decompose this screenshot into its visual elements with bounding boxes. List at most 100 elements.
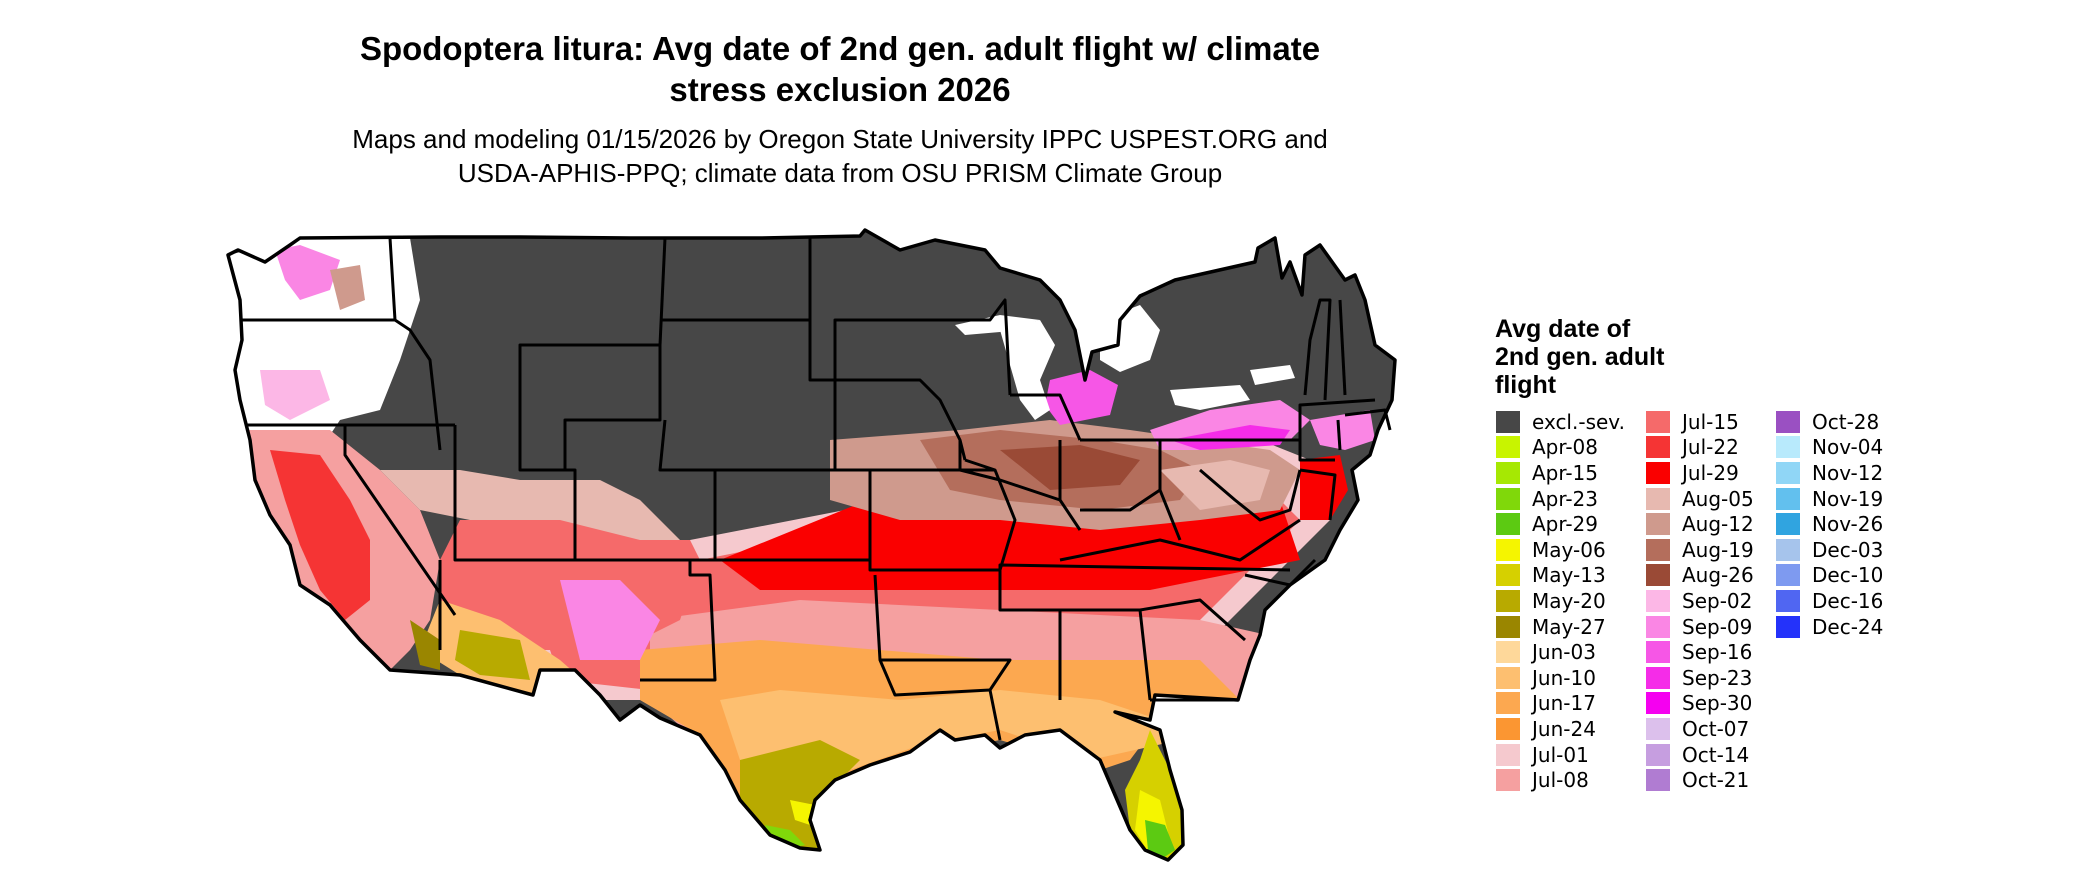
legend-title: Avg date of 2nd gen. adult flight	[1495, 315, 1665, 399]
legend-label: Nov-19	[1812, 486, 1884, 511]
legend-label: Jun-24	[1532, 716, 1596, 741]
legend-item: Nov-04	[1776, 435, 1883, 461]
legend-label: Dec-24	[1812, 614, 1884, 639]
map-title: Spodoptera litura: Avg date of 2nd gen. …	[359, 30, 1321, 108]
legend-item: Jul-01	[1496, 742, 1625, 768]
legend-swatch	[1776, 538, 1800, 561]
legend-label: Sep-02	[1682, 588, 1753, 613]
legend-swatch	[1496, 666, 1520, 689]
legend-item: Aug-19	[1646, 537, 1754, 563]
legend-label: Jun-17	[1532, 691, 1596, 716]
legend-swatch	[1496, 769, 1520, 792]
legend-swatch	[1776, 615, 1800, 638]
legend-item: Jul-29	[1646, 460, 1754, 486]
legend-swatch	[1646, 410, 1670, 433]
map-fill	[228, 230, 1395, 860]
legend-label: Apr-08	[1532, 435, 1598, 460]
legend-item: Sep-16	[1646, 639, 1754, 665]
legend-swatch	[1646, 692, 1670, 715]
legend-swatch	[1496, 743, 1520, 766]
legend-label: Nov-04	[1812, 435, 1884, 460]
us-outline	[226, 228, 1397, 862]
legend-item: Oct-28	[1776, 409, 1883, 435]
legend-label: Apr-23	[1532, 486, 1598, 511]
legend-swatch	[1496, 487, 1520, 510]
legend-item: Dec-24	[1776, 614, 1883, 640]
legend-column-2: Jul-15 Jul-22 Jul-29 Aug-05 Aug-12 Aug-19 Aug-…	[1646, 409, 1754, 793]
legend-item: Sep-23	[1646, 665, 1754, 691]
legend-item: Apr-08	[1496, 435, 1625, 461]
legend-label: Oct-07	[1682, 716, 1750, 741]
legend-item: Oct-14	[1646, 742, 1754, 768]
legend-swatch	[1496, 410, 1520, 433]
legend-item: Dec-03	[1776, 537, 1883, 563]
legend-swatch	[1496, 717, 1520, 740]
legend-swatch	[1496, 641, 1520, 664]
legend-swatch	[1776, 513, 1800, 536]
legend-swatch	[1496, 538, 1520, 561]
legend-swatch	[1646, 615, 1670, 638]
legend-swatch	[1646, 641, 1670, 664]
legend-item: Jul-22	[1646, 435, 1754, 461]
legend-item: Sep-02	[1646, 588, 1754, 614]
legend-swatch	[1646, 538, 1670, 561]
legend-label: Jul-08	[1532, 768, 1589, 793]
legend-item: Apr-29	[1496, 511, 1625, 537]
legend-item: Aug-05	[1646, 486, 1754, 512]
legend-item: Nov-26	[1776, 511, 1883, 537]
legend-label: Sep-16	[1682, 640, 1753, 665]
legend-swatch	[1646, 461, 1670, 484]
legend-label: Oct-21	[1682, 768, 1750, 793]
legend-item: Apr-23	[1496, 486, 1625, 512]
legend-item: Apr-15	[1496, 460, 1625, 486]
legend-item: May-06	[1496, 537, 1625, 563]
legend-item: Sep-09	[1646, 614, 1754, 640]
legend-item: Jun-17	[1496, 691, 1625, 717]
legend-swatch	[1496, 589, 1520, 612]
legend-item: May-20	[1496, 588, 1625, 614]
legend-label: Aug-05	[1682, 486, 1754, 511]
legend-label: Sep-09	[1682, 614, 1753, 639]
legend-label: excl.-sev.	[1532, 409, 1625, 434]
legend-swatch	[1496, 436, 1520, 459]
legend-item: Aug-26	[1646, 563, 1754, 589]
legend-label: May-27	[1532, 614, 1606, 639]
legend-swatch	[1496, 615, 1520, 638]
legend-swatch	[1646, 666, 1670, 689]
legend-swatch	[1776, 461, 1800, 484]
legend-label: Apr-29	[1532, 512, 1598, 537]
legend-item: Jun-10	[1496, 665, 1625, 691]
legend-label: Aug-19	[1682, 537, 1754, 562]
legend-swatch	[1776, 564, 1800, 587]
legend-swatch	[1496, 692, 1520, 715]
legend-label: Apr-15	[1532, 460, 1598, 485]
legend-swatch	[1646, 769, 1670, 792]
legend-label: Jul-22	[1682, 435, 1739, 460]
legend-swatch	[1646, 564, 1670, 587]
legend-item: excl.-sev.	[1496, 409, 1625, 435]
legend-label: Jul-01	[1532, 742, 1589, 767]
legend-label: May-20	[1532, 588, 1606, 613]
legend-label: Aug-12	[1682, 512, 1754, 537]
legend-swatch	[1496, 461, 1520, 484]
legend-item: Jul-08	[1496, 767, 1625, 793]
legend-item: Nov-12	[1776, 460, 1883, 486]
legend-swatch	[1776, 436, 1800, 459]
legend-item: Sep-30	[1646, 691, 1754, 717]
legend-label: Jul-29	[1682, 460, 1739, 485]
legend-item: Jun-03	[1496, 639, 1625, 665]
legend-column-1: excl.-sev. Apr-08 Apr-15 Apr-23 Apr-29 May-06…	[1496, 409, 1625, 793]
legend-label: Aug-26	[1682, 563, 1754, 588]
legend-item: Jun-24	[1496, 716, 1625, 742]
legend-label: Dec-10	[1812, 563, 1884, 588]
legend-label: Nov-26	[1812, 512, 1884, 537]
legend-label: Sep-23	[1682, 665, 1753, 690]
legend-label: Jun-10	[1532, 665, 1596, 690]
legend-label: Dec-03	[1812, 537, 1884, 562]
legend-label: Oct-14	[1682, 742, 1750, 767]
legend-item: May-13	[1496, 563, 1625, 589]
legend-swatch	[1646, 589, 1670, 612]
legend-label: Jun-03	[1532, 640, 1596, 665]
legend-label: May-06	[1532, 537, 1606, 562]
